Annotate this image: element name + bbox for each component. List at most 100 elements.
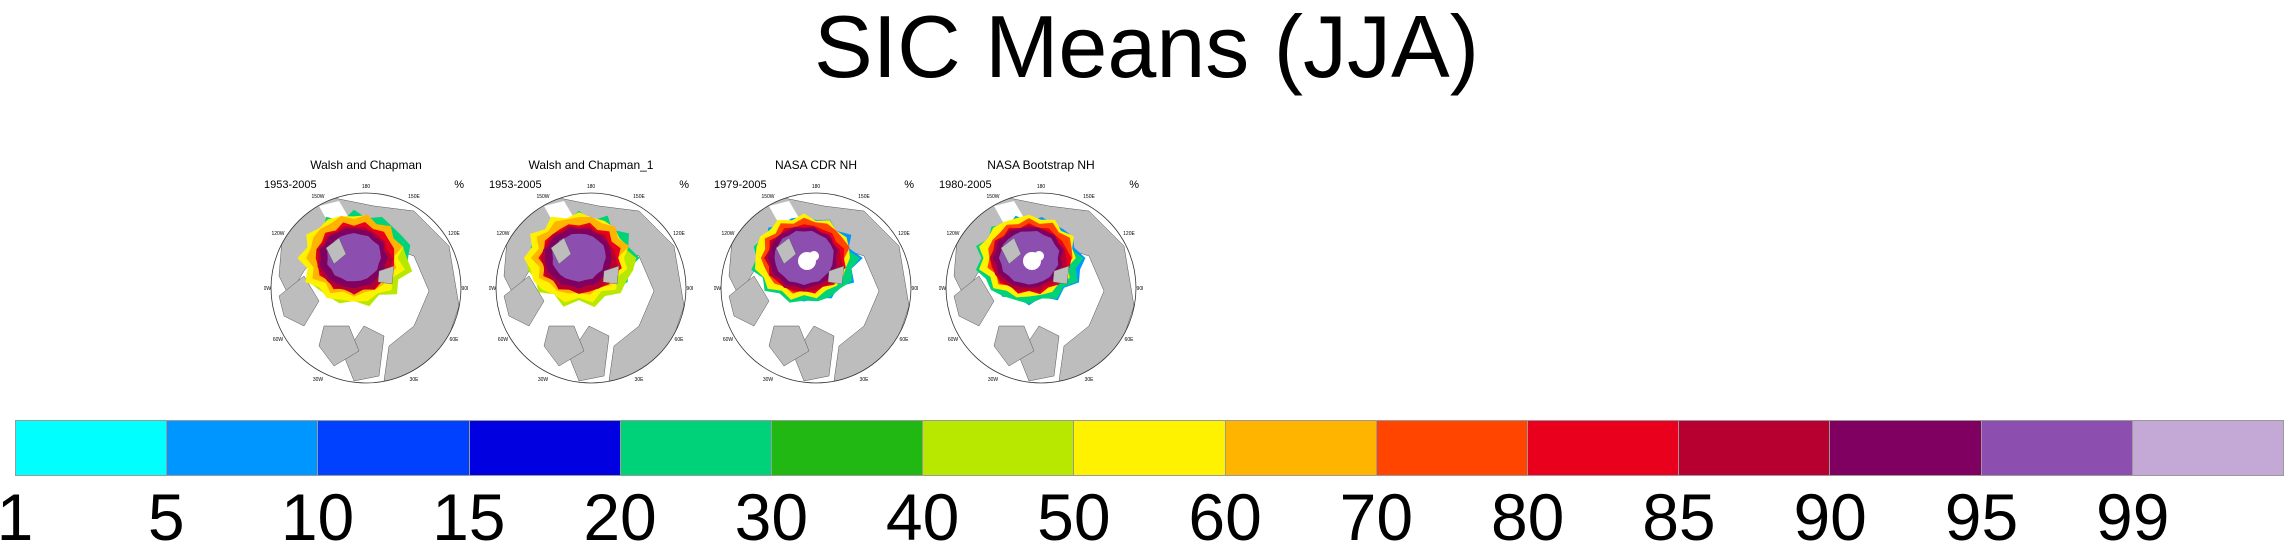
- longitude-label: 90W: [264, 286, 271, 292]
- colorbar-tick-label: 99: [2096, 480, 2170, 554]
- longitude-label: 60E: [675, 337, 685, 343]
- panel-years: 1980-2005: [939, 179, 992, 191]
- island: [1052, 265, 1070, 285]
- colorbar-tick-label: 70: [1339, 480, 1414, 554]
- panel-years: 1979-2005: [714, 179, 767, 191]
- panel-unit: %: [679, 179, 689, 191]
- longitude-label: 180: [587, 184, 596, 190]
- longitude-label: 150W: [761, 194, 774, 200]
- panel-years: 1953-2005: [264, 179, 317, 191]
- landmass: [278, 275, 320, 327]
- longitude-label: 90W: [489, 286, 496, 292]
- pole-hole: [1034, 251, 1044, 261]
- colorbar: [15, 420, 2284, 476]
- longitude-label: 30W: [313, 377, 324, 383]
- longitude-label: 120W: [496, 231, 509, 237]
- colorbar-tick-label: 90: [1793, 480, 1867, 554]
- longitude-label: 120W: [271, 231, 284, 237]
- polar-map: 180150W150E120W120E90W90E60W60E30W30E0: [264, 184, 468, 384]
- colorbar-swatch: [2132, 421, 2284, 475]
- longitude-label: 90W: [939, 286, 946, 292]
- longitude-label: 90E: [687, 286, 693, 292]
- page-title: SIC Means (JJA): [813, 0, 1480, 96]
- panel-title: NASA CDR NH: [774, 158, 857, 172]
- map-border: [495, 192, 687, 384]
- colorbar-tick-label: 1: [0, 480, 34, 554]
- panel-years: 1953-2005: [489, 179, 542, 191]
- longitude-label: 150E: [858, 194, 870, 200]
- longitude-label: 60W: [498, 337, 509, 343]
- longitude-label: 90E: [912, 286, 918, 292]
- panel-title: Walsh and Chapman_1: [528, 158, 654, 172]
- colorbar-swatch: [469, 421, 621, 475]
- map-panel-walsh-chapman: Walsh and Chapman 1953-2005 % 180 150W 150…: [264, 158, 468, 388]
- polar-map: 180150W150E120W120E90W90E60W60E30W30E0: [714, 184, 918, 384]
- colorbar-swatch: [620, 421, 773, 475]
- polar-map: 180150W150E120W120E90W90E60W60E30W30E0: [939, 184, 1143, 384]
- longitude-label: 150W: [311, 194, 324, 200]
- landmass: [543, 325, 585, 367]
- colorbar-swatch: [16, 421, 168, 475]
- island: [550, 237, 572, 265]
- colorbar-tick-label: 5: [147, 480, 185, 554]
- longitude-label: 30E: [860, 377, 870, 383]
- longitude-label: 150E: [1083, 194, 1095, 200]
- island: [602, 265, 620, 285]
- island: [1000, 237, 1022, 265]
- longitude-label: 30E: [1085, 377, 1095, 383]
- ocean-inlet: [769, 201, 799, 224]
- colorbar-swatch: [1981, 421, 2133, 475]
- longitude-label: 30E: [410, 377, 420, 383]
- longitude-label: 150E: [633, 194, 645, 200]
- longitude-label: 180: [1037, 184, 1046, 190]
- map-panel-nasa-cdr-nh: NASA CDR NH 1979-2005 % 180 150W 150E 120W 1…: [714, 158, 918, 388]
- colorbar-tick-label: 15: [432, 480, 506, 554]
- map-border: [720, 192, 912, 384]
- colorbar-swatch: [1679, 421, 1831, 475]
- panel-title: NASA Bootstrap NH: [987, 158, 1095, 172]
- map-border: [270, 192, 462, 384]
- longitude-label: 120W: [721, 231, 734, 237]
- colorbar-swatch: [1074, 421, 1226, 475]
- longitude-label: 30W: [763, 377, 774, 383]
- longitude-label: 120E: [673, 231, 685, 237]
- landmass: [728, 275, 770, 327]
- colorbar-tick-label: 50: [1037, 480, 1111, 554]
- longitude-label: 90E: [462, 286, 468, 292]
- longitude-label: 120E: [1123, 231, 1135, 237]
- colorbar-swatch: [1830, 421, 1982, 475]
- longitude-label: 120W: [946, 231, 959, 237]
- map-panel-nasa-bootstrap-nh: NASA Bootstrap NH 1980-2005 % 180 150W 150…: [939, 158, 1143, 388]
- colorbar-tick-label: 95: [1944, 480, 2019, 554]
- longitude-label: 90E: [1137, 286, 1143, 292]
- colorbar-tick-label: 85: [1642, 480, 1716, 554]
- longitude-label: 120E: [898, 231, 910, 237]
- longitude-label: 60W: [273, 337, 284, 343]
- landmass: [953, 275, 995, 327]
- longitude-label: 90W: [714, 286, 721, 292]
- colorbar-tick-label: 30: [734, 480, 809, 554]
- island: [377, 265, 395, 285]
- longitude-label: 180: [362, 184, 371, 190]
- pole-hole: [809, 251, 819, 261]
- map-panel-walsh-chapman-1: Walsh and Chapman_1 1953-2005 % 180 150W 1…: [489, 158, 693, 388]
- landmass: [318, 325, 360, 367]
- longitude-label: 60E: [900, 337, 910, 343]
- colorbar-swatch: [772, 421, 924, 475]
- colorbar-swatch: [167, 421, 319, 475]
- panel-title: Walsh and Chapman: [310, 158, 422, 172]
- longitude-label: 60E: [1125, 337, 1135, 343]
- longitude-label: 150E: [408, 194, 420, 200]
- island: [827, 265, 845, 285]
- polar-map: 180150W150E120W120E90W90E60W60E30W30E0: [489, 184, 693, 384]
- colorbar-swatch: [923, 421, 1075, 475]
- longitude-label: 150W: [986, 194, 999, 200]
- colorbar-tick-label: 20: [583, 480, 657, 554]
- colorbar-swatch: [318, 421, 470, 475]
- longitude-label: 60W: [948, 337, 959, 343]
- landmass: [993, 325, 1035, 367]
- longitude-label: 150W: [536, 194, 549, 200]
- longitude-label: 60W: [723, 337, 734, 343]
- colorbar-tick-label: 40: [885, 480, 960, 554]
- longitude-label: 30E: [635, 377, 645, 383]
